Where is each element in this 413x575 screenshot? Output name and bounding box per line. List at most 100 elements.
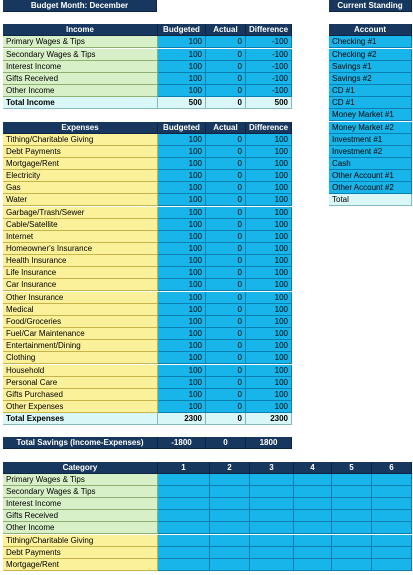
category-value-cell[interactable] [294,473,332,486]
category-value-cell[interactable] [294,486,332,498]
category-value-cell[interactable] [372,522,412,535]
actual-cell[interactable]: 0 [206,243,246,255]
account-cell[interactable]: Cash [329,157,412,170]
account-cell[interactable]: CD #1 [329,97,412,110]
difference-cell[interactable]: 100 [246,182,292,195]
difference-cell[interactable]: -100 [246,60,292,73]
category-value-cell[interactable] [250,498,294,511]
budgeted-cell[interactable]: 100 [158,267,206,280]
actual-cell[interactable]: 0 [206,36,246,49]
category-value-cell[interactable] [332,534,372,547]
difference-cell[interactable]: 100 [246,230,292,243]
difference-cell[interactable]: 100 [246,400,292,413]
difference-cell[interactable]: 100 [246,206,292,219]
category-value-cell[interactable] [210,534,250,547]
category-value-cell[interactable] [210,498,250,511]
difference-cell[interactable]: 100 [246,267,292,280]
actual-cell[interactable]: 0 [206,364,246,377]
category-value-cell[interactable] [210,558,250,571]
difference-cell[interactable]: 100 [246,279,292,292]
difference-cell[interactable]: 100 [246,133,292,146]
budgeted-cell[interactable]: 100 [158,328,206,341]
category-value-cell[interactable] [250,534,294,547]
budgeted-cell[interactable]: 100 [158,255,206,268]
budgeted-cell[interactable]: 100 [158,145,206,158]
category-value-cell[interactable] [158,534,210,547]
difference-cell[interactable]: -100 [246,85,292,98]
budgeted-cell[interactable]: 100 [158,376,206,389]
category-value-cell[interactable] [158,558,210,571]
category-value-cell[interactable] [158,546,210,559]
category-value-cell[interactable] [372,510,412,523]
category-value-cell[interactable] [294,498,332,511]
actual-cell[interactable]: 0 [206,72,246,85]
actual-cell[interactable]: 0 [206,315,246,328]
category-value-cell[interactable] [210,473,250,486]
difference-cell[interactable]: 100 [246,364,292,377]
actual-cell[interactable]: 0 [206,376,246,389]
actual-cell[interactable]: 0 [206,206,246,219]
budgeted-cell[interactable]: 100 [158,352,206,365]
category-value-cell[interactable] [294,546,332,559]
actual-cell[interactable]: 0 [206,218,246,231]
account-cell[interactable]: Money Market #1 [329,109,412,122]
category-value-cell[interactable] [210,486,250,498]
budgeted-cell[interactable]: 100 [158,340,206,353]
difference-cell[interactable]: -100 [246,36,292,49]
budgeted-cell[interactable]: 100 [158,170,206,183]
actual-cell[interactable]: 0 [206,400,246,413]
category-value-cell[interactable] [250,510,294,523]
budgeted-cell[interactable]: 100 [158,218,206,231]
actual-cell[interactable]: 0 [206,328,246,341]
difference-cell[interactable]: 100 [246,315,292,328]
difference-cell[interactable]: 100 [246,303,292,316]
difference-cell[interactable]: 100 [246,145,292,158]
account-cell[interactable]: Checking #2 [329,48,412,61]
category-value-cell[interactable] [250,558,294,571]
account-cell[interactable]: CD #1 [329,85,412,98]
category-value-cell[interactable] [210,546,250,559]
budgeted-cell[interactable]: 100 [158,182,206,195]
account-cell[interactable]: Savings #1 [329,60,412,73]
account-cell[interactable]: Checking #1 [329,36,412,49]
category-value-cell[interactable] [372,534,412,547]
budgeted-cell[interactable]: 100 [158,230,206,243]
category-value-cell[interactable] [372,486,412,498]
actual-cell[interactable]: 0 [206,279,246,292]
budgeted-cell[interactable]: 100 [158,60,206,73]
actual-cell[interactable]: 0 [206,291,246,304]
budgeted-cell[interactable]: 100 [158,291,206,304]
actual-cell[interactable]: 0 [206,340,246,353]
budgeted-cell[interactable]: 100 [158,85,206,98]
actual-cell[interactable]: 0 [206,194,246,207]
category-value-cell[interactable] [210,522,250,535]
actual-cell[interactable]: 0 [206,48,246,61]
account-cell[interactable]: Investment #1 [329,133,412,146]
budgeted-cell[interactable]: 100 [158,72,206,85]
difference-cell[interactable]: 100 [246,255,292,268]
budgeted-cell[interactable]: 100 [158,303,206,316]
actual-cell[interactable]: 0 [206,267,246,280]
actual-cell[interactable]: 0 [206,255,246,268]
account-cell[interactable]: Investment #2 [329,145,412,158]
budgeted-cell[interactable]: 100 [158,364,206,377]
actual-cell[interactable]: 0 [206,352,246,365]
account-cell[interactable]: Money Market #2 [329,121,412,134]
difference-cell[interactable]: 100 [246,218,292,231]
category-value-cell[interactable] [294,534,332,547]
account-cell[interactable]: Other Account #1 [329,170,412,183]
category-value-cell[interactable] [250,486,294,498]
category-value-cell[interactable] [332,546,372,559]
category-value-cell[interactable] [332,473,372,486]
category-value-cell[interactable] [332,486,372,498]
difference-cell[interactable]: 100 [246,376,292,389]
actual-cell[interactable]: 0 [206,388,246,401]
actual-cell[interactable]: 0 [206,60,246,73]
category-value-cell[interactable] [332,522,372,535]
category-value-cell[interactable] [158,486,210,498]
actual-cell[interactable]: 0 [206,182,246,195]
budgeted-cell[interactable]: 100 [158,388,206,401]
category-value-cell[interactable] [158,510,210,523]
budgeted-cell[interactable]: 100 [158,36,206,49]
difference-cell[interactable]: 100 [246,170,292,183]
